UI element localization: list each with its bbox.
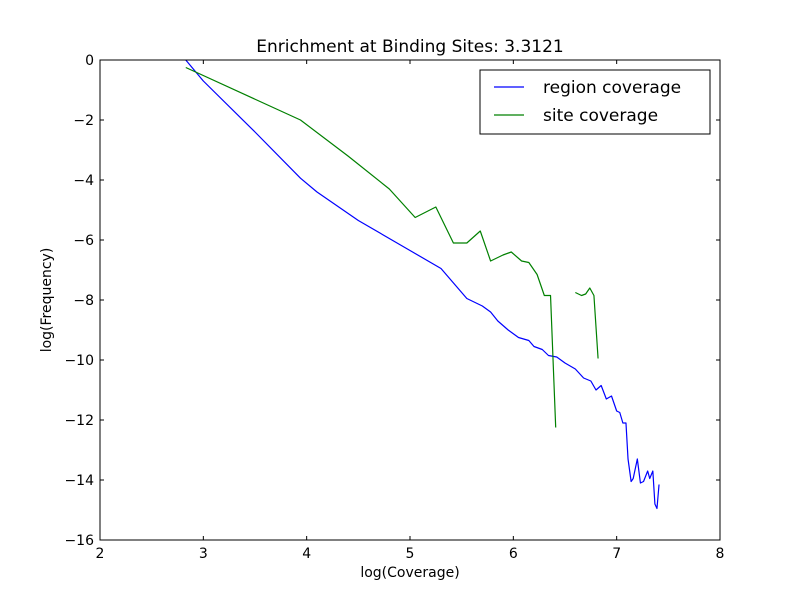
y-tick-label: −16 [64, 533, 94, 549]
series-line-site-coverage-1 [575, 287, 599, 359]
x-axis-label: log(Coverage) [360, 565, 459, 581]
x-tick-label: 7 [612, 546, 621, 562]
x-tick-label: 4 [302, 546, 311, 562]
y-tick-label: −2 [73, 113, 94, 129]
y-axis-label: log(Frequency) [39, 248, 55, 353]
y-tick-label: −4 [73, 173, 94, 189]
x-tick-label: 5 [406, 546, 415, 562]
chart-title: Enrichment at Binding Sites: 3.3121 [256, 37, 563, 57]
y-tick-label: −10 [64, 353, 94, 369]
plot-area [185, 60, 660, 510]
x-tick-label: 2 [96, 546, 105, 562]
legend: region coverage site coverage [479, 69, 711, 135]
legend-label-region-coverage: region coverage [543, 78, 681, 98]
y-tick-label: −8 [73, 293, 94, 309]
x-tick-label: 3 [199, 546, 208, 562]
x-tick-label: 8 [716, 546, 725, 562]
legend-label-site-coverage: site coverage [543, 106, 658, 126]
y-tick-label: −6 [73, 233, 94, 249]
x-tick-label: 6 [509, 546, 518, 562]
series-line-site-coverage-0 [185, 66, 557, 428]
axis-ticks: 2 3 4 5 6 7 8 0 −2 −4 −6 −8 −10 −12 −14 −16 [64, 53, 724, 562]
y-tick-label: −14 [64, 473, 94, 489]
y-tick-label: −12 [64, 413, 94, 429]
legend-box [479, 69, 711, 135]
series-line-region-coverage-0 [185, 60, 660, 510]
y-tick-label: 0 [85, 53, 94, 69]
